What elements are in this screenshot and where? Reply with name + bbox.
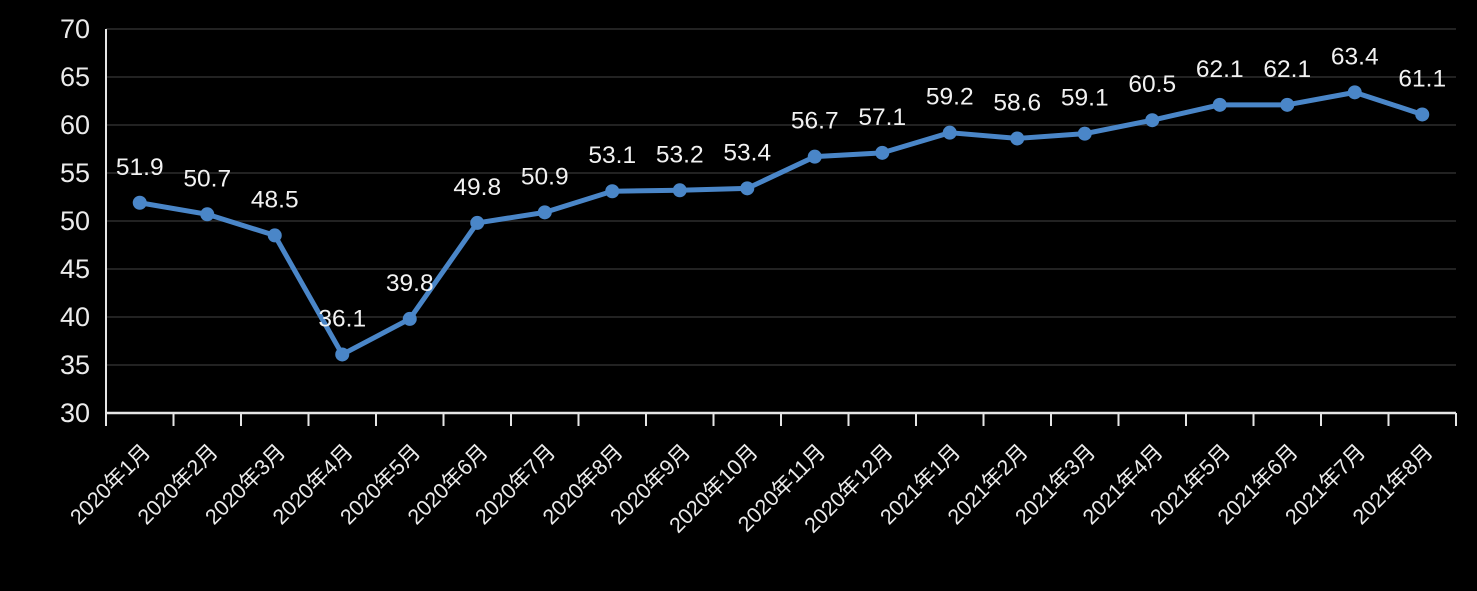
data-point-label: 53.2 [656,141,704,168]
data-point-marker [335,347,350,362]
y-axis-label: 55 [60,158,90,188]
data-point-marker [875,145,890,160]
data-point-marker [1280,97,1295,112]
data-point-label: 56.7 [791,108,839,135]
data-point-label: 62.1 [1263,56,1311,83]
data-point-label: 50.9 [521,163,569,190]
data-point-label: 48.5 [251,186,299,213]
data-point-marker [1212,97,1227,112]
data-point-label: 50.7 [183,165,231,192]
data-point-marker [740,181,755,196]
data-point-label: 51.9 [116,154,164,181]
data-point-marker [1145,113,1160,128]
y-axis-label: 50 [60,206,90,236]
y-axis-label: 65 [60,62,90,92]
data-point-label: 53.4 [723,139,771,166]
y-axis-label: 45 [60,254,90,284]
data-point-label: 62.1 [1196,56,1244,83]
y-axis-label: 35 [60,350,90,380]
data-point-marker [672,183,687,198]
data-point-label: 63.4 [1331,43,1379,70]
data-point-marker [605,184,620,199]
data-point-marker [537,205,552,220]
y-axis-label: 30 [60,398,90,428]
data-point-label: 53.1 [588,142,636,169]
data-line [137,89,1425,357]
data-point-label: 59.2 [926,84,974,111]
data-point-marker [470,215,485,230]
y-axis-label: 60 [60,110,90,140]
data-point-marker [1347,85,1362,100]
data-point-label: 36.1 [318,305,366,332]
data-point-marker [1010,131,1025,146]
data-point-marker [402,311,417,326]
data-point-marker [200,207,215,222]
y-axis-label: 70 [60,14,90,44]
data-point-marker [807,149,822,164]
data-point-marker [132,195,147,210]
data-point-label: 49.8 [453,174,501,201]
data-point-label: 57.1 [858,104,906,131]
data-point-marker [942,125,957,140]
y-axis-label: 40 [60,302,90,332]
data-point-label: 58.6 [993,89,1041,116]
data-point-marker [1415,107,1430,122]
data-point-label: 61.1 [1398,65,1446,92]
data-point-label: 39.8 [386,270,434,297]
data-point-label: 60.5 [1128,71,1176,98]
data-point-marker [1077,126,1092,141]
data-point-label: 59.1 [1061,85,1109,112]
data-point-marker [267,228,282,243]
